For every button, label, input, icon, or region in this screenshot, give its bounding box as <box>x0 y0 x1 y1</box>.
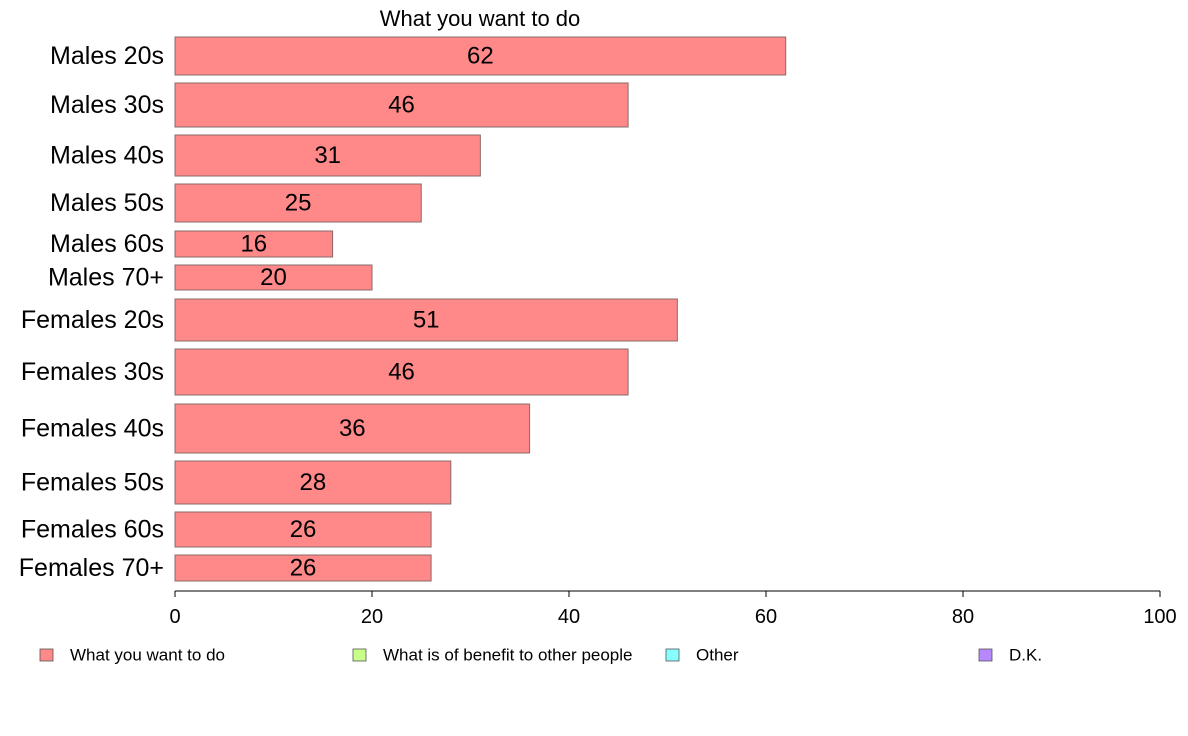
bar <box>174 403 531 454</box>
bar-value-label: 46 <box>388 92 415 119</box>
legend-label: Other <box>696 646 739 665</box>
bar <box>174 511 432 548</box>
x-axis: 0 20 40 60 80 100 <box>169 590 1177 628</box>
category-label: Males 50s <box>50 189 164 217</box>
bar-value-label: 51 <box>413 307 440 334</box>
x-tick-label: 60 <box>755 606 777 628</box>
category-label: Males 60s <box>50 230 164 258</box>
bar <box>174 264 373 291</box>
bar <box>174 460 452 505</box>
bar-value-label: 16 <box>240 231 267 258</box>
x-tick-label: 80 <box>952 606 974 628</box>
legend-label: What you want to do <box>70 646 225 665</box>
legend-label: D.K. <box>1009 646 1042 665</box>
category-label: Females 30s <box>21 358 164 386</box>
bar <box>174 298 678 342</box>
bar-value-label: 46 <box>388 359 415 386</box>
bar <box>174 36 787 76</box>
bar-value-label: 26 <box>290 516 317 543</box>
category-label: Males 70+ <box>48 264 164 292</box>
legend-swatch <box>665 648 680 662</box>
bar <box>174 348 629 396</box>
category-label: Females 40s <box>21 415 164 443</box>
bar <box>174 82 629 128</box>
x-tick-label: 100 <box>1143 606 1176 628</box>
legend: What you want to do What is of benefit to… <box>39 646 1042 665</box>
chart-title: What you want to do <box>380 6 581 31</box>
bar-value-label: 28 <box>300 469 327 496</box>
category-label: Females 50s <box>21 469 164 497</box>
bar-value-label: 25 <box>285 190 312 217</box>
x-tick-label: 0 <box>169 606 180 628</box>
category-label: Males 40s <box>50 142 164 170</box>
legend-swatch <box>352 648 367 662</box>
bar-value-label: 20 <box>260 264 287 291</box>
bar-value-label: 62 <box>467 43 494 70</box>
bar <box>174 554 432 582</box>
x-tick-label: 40 <box>558 606 580 628</box>
legend-label: What is of benefit to other people <box>383 646 633 665</box>
bar-value-label: 36 <box>339 415 366 442</box>
category-label: Females 20s <box>21 306 164 334</box>
bar <box>174 183 422 223</box>
bar <box>174 230 334 258</box>
category-label: Females 60s <box>21 516 164 544</box>
bar-value-label: 31 <box>314 142 341 169</box>
legend-swatch <box>39 648 54 662</box>
x-tick-label: 20 <box>361 606 383 628</box>
bars-group: 62 Males 20s 46 Males 30s 31 Males 40s 25 Males… <box>19 36 787 582</box>
category-label: Females 70+ <box>19 554 164 582</box>
category-label: Males 20s <box>50 42 164 70</box>
bar-value-label: 26 <box>290 555 317 582</box>
category-label: Males 30s <box>50 91 164 119</box>
legend-swatch <box>978 648 993 662</box>
bar <box>174 134 481 177</box>
